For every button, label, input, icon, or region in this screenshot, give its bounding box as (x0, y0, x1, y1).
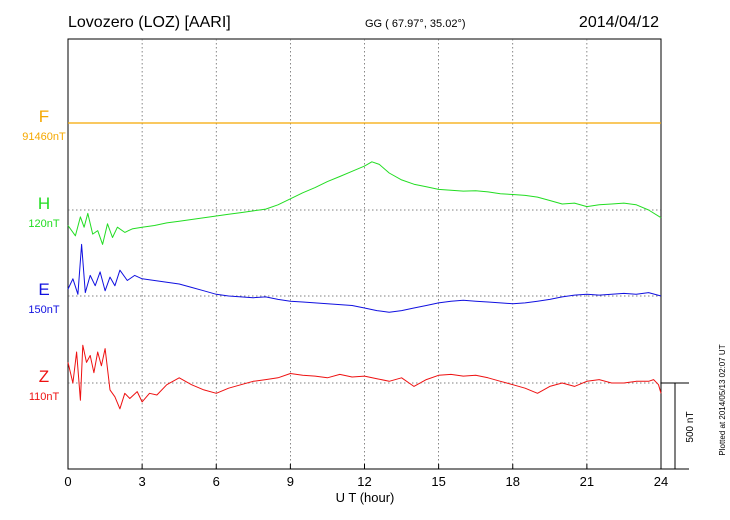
plotted-at-note: Plotted at 2014/05/13 02:07 UT (718, 344, 727, 455)
x-tick-label: 18 (506, 474, 520, 489)
series-line-z (67, 344, 662, 410)
series-baseline-h: 120nT (28, 218, 59, 230)
x-axis-label: U T (hour) (336, 490, 395, 505)
plot-date: 2014/04/12 (579, 14, 659, 31)
series-lines (67, 122, 662, 410)
x-axis-ticks: 0 3 6 9 12 15 18 21 24 (64, 464, 668, 489)
x-tick-label: 15 (431, 474, 445, 489)
series-line-h (67, 161, 662, 245)
series-baseline-f: 91460nT (22, 131, 66, 143)
station-coords: GG ( 67.97°, 35.02°) (365, 18, 466, 30)
series-labels: F 91460nT H 120nT E 150nT Z 110nT (22, 107, 66, 403)
station-title: Lovozero (LOZ) [AARI] (68, 14, 231, 31)
x-tick-label: 6 (213, 474, 220, 489)
scale-bar-label: 500 nT (685, 411, 696, 442)
series-name-f: F (39, 107, 49, 126)
series-name-h: H (38, 194, 50, 213)
x-tick-label: 24 (654, 474, 668, 489)
x-tick-label: 12 (357, 474, 371, 489)
series-line-e (67, 243, 662, 313)
x-tick-label: 21 (580, 474, 594, 489)
x-tick-label: 9 (287, 474, 294, 489)
scale-bar: 500 nT (661, 382, 696, 470)
series-name-e: E (38, 280, 49, 299)
x-tick-label: 0 (64, 474, 71, 489)
x-tick-label: 3 (139, 474, 146, 489)
series-name-z: Z (39, 367, 49, 386)
series-baseline-z: 110nT (29, 391, 60, 403)
grid-lines (68, 39, 661, 469)
series-baseline-e: 150nT (28, 304, 59, 316)
